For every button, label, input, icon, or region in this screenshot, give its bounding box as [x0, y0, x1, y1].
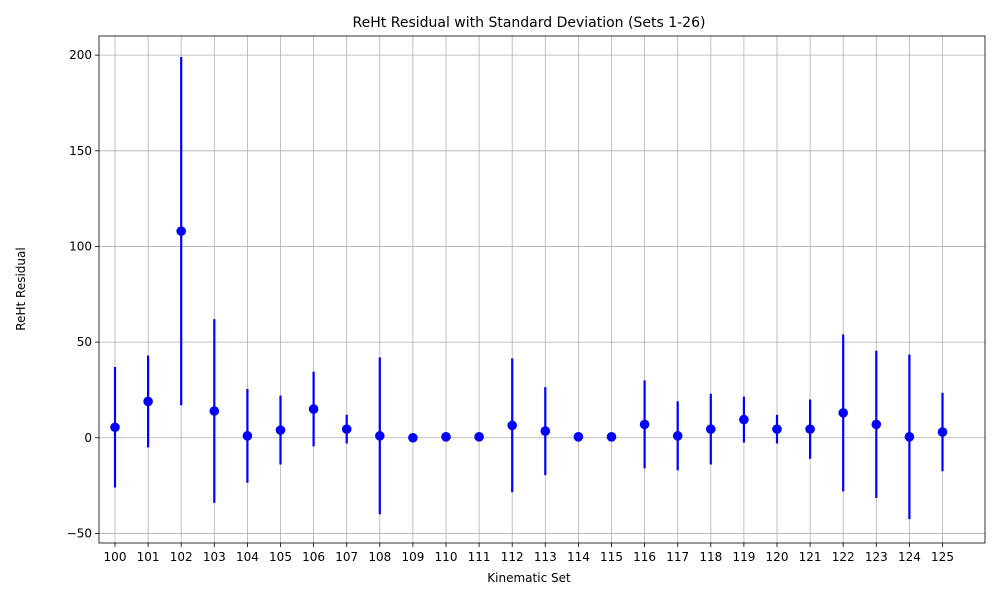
- x-tick-label: 119: [732, 550, 755, 564]
- x-tick-label: 123: [865, 550, 888, 564]
- data-point: [474, 432, 484, 442]
- x-tick-label: 110: [435, 550, 458, 564]
- x-tick-label: 118: [699, 550, 722, 564]
- x-tick-label: 107: [335, 550, 358, 564]
- x-tick-label: 122: [832, 550, 855, 564]
- chart-title: ReHt Residual with Standard Deviation (S…: [353, 15, 706, 31]
- x-tick-label: 120: [766, 550, 789, 564]
- data-point: [706, 424, 716, 434]
- x-axis-label: Kinematic Set: [487, 571, 571, 585]
- y-tick-label: 100: [69, 239, 92, 253]
- data-point: [143, 396, 153, 407]
- axes-frame: [98, 35, 986, 544]
- data-point: [209, 406, 220, 416]
- data-point: [672, 431, 683, 441]
- x-tick-label: 124: [898, 550, 921, 564]
- plot-area: [99, 36, 985, 543]
- data-point: [441, 432, 451, 442]
- data-point: [805, 424, 815, 434]
- x-tick-label: 114: [567, 550, 590, 564]
- data-points: [110, 226, 948, 443]
- x-tick-label: 105: [269, 550, 292, 564]
- data-point: [904, 432, 915, 442]
- x-tick-label: 106: [302, 550, 325, 564]
- x-tick-label: 102: [170, 550, 193, 564]
- data-point: [838, 408, 848, 418]
- y-tick-label: 150: [69, 144, 92, 158]
- x-tick-label: 121: [799, 550, 822, 564]
- data-point: [308, 404, 319, 414]
- y-axis-label: ReHt Residual: [14, 247, 28, 330]
- x-tick-label: 104: [236, 550, 259, 564]
- data-point: [110, 422, 120, 433]
- data-point: [275, 425, 286, 435]
- data-point: [772, 424, 782, 434]
- x-tick-label: 116: [633, 550, 656, 564]
- x-tick-label: 100: [104, 550, 127, 564]
- x-tick-label: 117: [666, 550, 689, 564]
- y-axis-ticks: −50 0 50 100 150 200: [67, 48, 99, 540]
- x-tick-label: 103: [203, 550, 226, 564]
- data-point: [341, 424, 352, 434]
- x-tick-label: 112: [501, 550, 524, 564]
- y-tick-label: 50: [77, 335, 92, 349]
- data-point: [507, 420, 517, 431]
- x-tick-label: 115: [600, 550, 623, 564]
- y-tick-label: 200: [69, 48, 92, 62]
- data-point: [937, 427, 948, 437]
- data-point: [573, 432, 584, 442]
- data-point: [375, 431, 385, 441]
- x-tick-label: 111: [468, 550, 491, 564]
- data-point: [739, 414, 749, 425]
- data-point: [639, 419, 650, 430]
- x-axis-ticks: 100 101 102 103 104 105 106 107 108 109 110 111 112 1…: [104, 543, 954, 564]
- x-tick-label: 109: [401, 550, 424, 564]
- y-tick-label: −50: [67, 526, 92, 540]
- data-point: [871, 419, 882, 430]
- x-tick-label: 101: [137, 550, 160, 564]
- data-point: [176, 226, 186, 236]
- x-tick-label: 125: [931, 550, 954, 564]
- y-tick-label: 0: [84, 431, 92, 445]
- data-point: [606, 432, 617, 442]
- x-tick-label: 113: [534, 550, 557, 564]
- data-point: [408, 432, 418, 443]
- data-point: [540, 426, 551, 436]
- x-tick-label: 108: [368, 550, 391, 564]
- data-point: [242, 431, 253, 441]
